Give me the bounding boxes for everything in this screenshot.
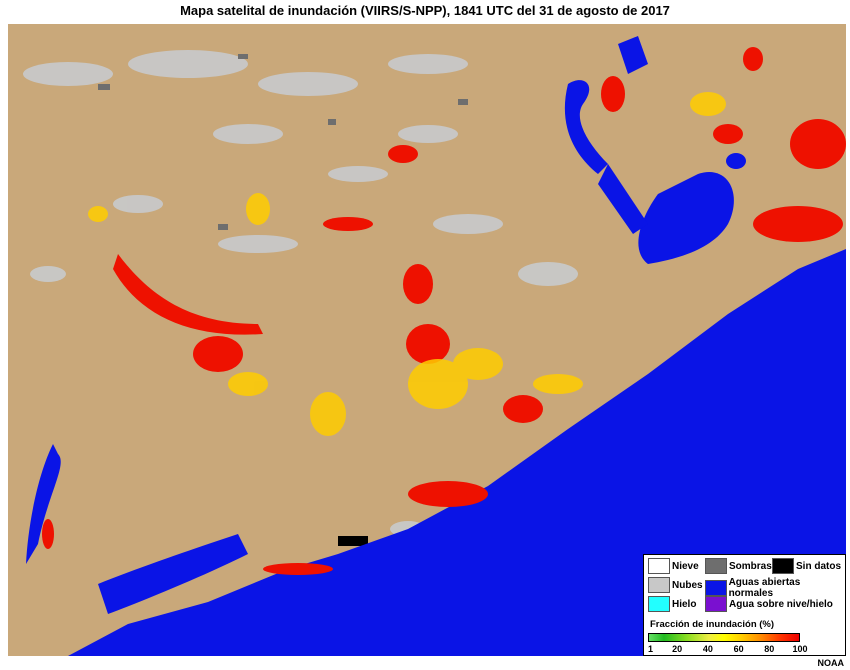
colorbar-tick-label: 40 [702,644,713,654]
colorbar-ticks: 1 20 40 60 80 100 [648,644,808,655]
colorbar [648,633,800,642]
colorbar-tick-label: 80 [764,644,775,654]
legend-swatch [705,558,727,574]
legend-item: Agua sobre nive/hielo [705,596,833,612]
legend-label: Nieve [672,560,699,572]
legend-label: Hielo [672,598,697,610]
legend-swatch [648,577,670,593]
legend-item: Aguas abiertas normales [705,577,845,599]
legend-label: Agua sobre nive/hielo [729,598,833,610]
legend-item: Sombras [705,558,772,574]
legend-swatch [705,596,727,612]
title: Mapa satelital de inundación (VIIRS/S-NP… [180,3,670,18]
credit: NOAA [817,658,845,668]
colorbar-tick-label: 100 [792,644,808,654]
colorbar-title: Fracción de inundación (%) [650,619,775,630]
legend-label: Sin datos [796,560,842,572]
legend-label: Sombras [729,560,772,572]
legend-label: Nubes [672,579,703,591]
legend-item: Sin datos [772,558,841,574]
legend: Nieve Sombras Sin datos Nubes Aguas abiertas… [643,554,846,656]
legend-item: Hielo [648,596,696,612]
legend-item: Nubes [648,577,703,593]
colorbar-tick-label: 1 [648,644,654,654]
legend-swatch [772,558,794,574]
colorbar-tick-label: 60 [733,644,744,654]
colorbar-tick-label: 20 [672,644,683,654]
legend-swatch [648,596,670,612]
legend-swatch [648,558,670,574]
legend-swatch [705,580,727,596]
legend-item: Nieve [648,558,699,574]
legend-label: Aguas abiertas normales [728,577,801,599]
